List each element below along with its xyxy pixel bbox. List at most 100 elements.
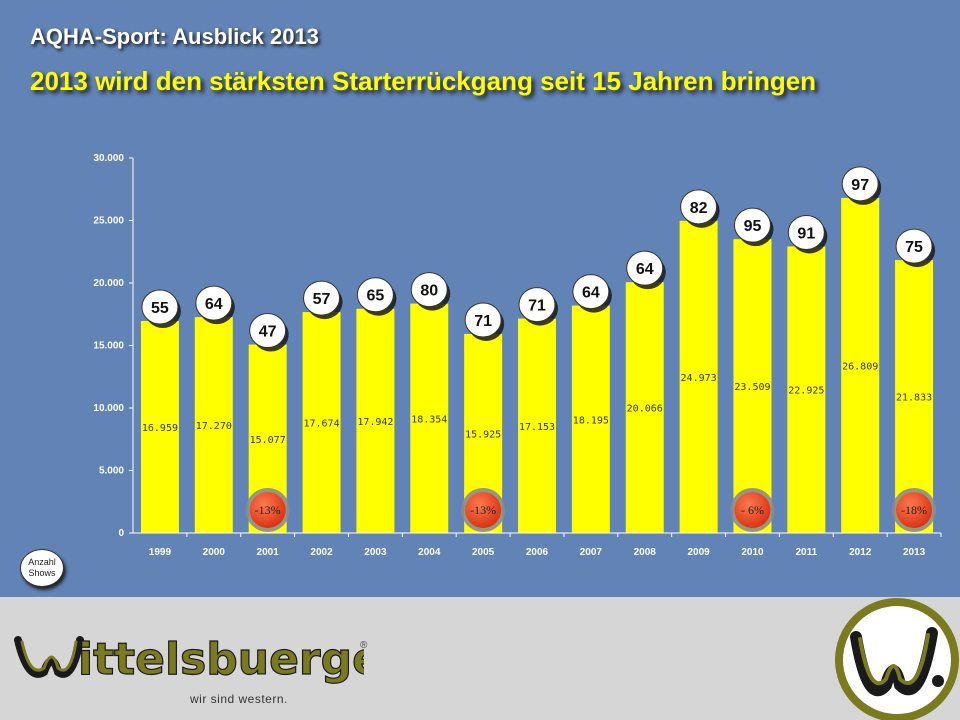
bar-chart: 0 5.000 10.000 15.000 20.000 25.000 30.000 16.… (93, 153, 942, 558)
y-tick-label: 15.000 (93, 341, 124, 352)
show-badge-label: 97 (851, 177, 869, 194)
registered-mark: ® (360, 640, 368, 651)
bar (787, 246, 826, 533)
x-tick-label: 2009 (687, 547, 710, 558)
bar (518, 318, 556, 533)
y-tick-label: 25.000 (93, 216, 124, 227)
x-tick-label: 2008 (634, 547, 657, 558)
x-tick-label: 2002 (310, 547, 333, 558)
decline-badge (896, 492, 933, 528)
bar (356, 308, 395, 533)
show-badge (572, 274, 610, 310)
show-badge (680, 189, 718, 225)
x-tick-label: 2011 (795, 547, 817, 558)
show-badge (195, 285, 233, 321)
legend-badge: Anzahl Shows (20, 549, 64, 587)
show-badge (356, 277, 394, 313)
bar (410, 303, 449, 533)
x-tick-label: 2004 (418, 547, 441, 558)
bar-value-label: 15.925 (465, 429, 501, 440)
x-tick-label: 1999 (149, 547, 172, 558)
show-badge (303, 280, 341, 316)
bar-value-label: 21.833 (896, 393, 932, 404)
show-badge-label: 80 (420, 283, 438, 300)
decline-badge (465, 492, 502, 528)
x-tick-label: 2007 (580, 547, 603, 558)
bar-value-label: 26.809 (842, 361, 878, 372)
bar-value-label: 23.509 (734, 382, 770, 393)
bar-value-label: 17.942 (357, 417, 393, 428)
brand-tagline: wir sind western. (190, 692, 288, 706)
show-badge-label: 71 (474, 313, 492, 330)
decline-badge (249, 492, 286, 528)
bar-value-label: 18.195 (573, 415, 609, 426)
show-badge (626, 250, 664, 286)
show-badge (464, 302, 502, 338)
legend-line-1: Anzahl (28, 557, 56, 567)
bar (679, 220, 718, 533)
logo-wordmark: ittelsbuerger (78, 634, 364, 685)
y-tick-label: 20.000 (93, 278, 124, 289)
x-tick-label: 2010 (741, 547, 764, 558)
brand-logo: ittelsbuerger (14, 633, 364, 686)
show-badge (841, 166, 879, 202)
bar-value-label: 17.270 (196, 421, 232, 432)
bar-value-label: 15.077 (250, 435, 286, 446)
decline-label: -13% (255, 503, 281, 517)
bar (140, 321, 179, 533)
x-tick-label: 2013 (903, 547, 926, 558)
logo-w-accent (20, 640, 78, 672)
decline-badge (734, 492, 771, 528)
slide-title: 2013 wird den stärksten Starterrückgang … (30, 66, 817, 96)
show-badge-label: 64 (205, 296, 223, 313)
show-badge (787, 214, 825, 250)
bar-value-label: 17.674 (303, 419, 339, 430)
legend-line-2: Shows (28, 568, 56, 578)
x-tick-label: 2006 (526, 547, 549, 558)
bar-value-label: 22.925 (788, 386, 824, 397)
x-tick-label: 2001 (257, 547, 280, 558)
show-badge-label: 55 (151, 300, 169, 317)
slide-subtitle: AQHA-Sport: Ausblick 2013 (30, 24, 319, 49)
decline-label: -18% (901, 503, 927, 517)
x-tick-label: 2000 (203, 547, 226, 558)
y-tick-label: 10.000 (93, 403, 124, 414)
show-badge-label: 65 (367, 288, 385, 305)
x-tick-label: 2003 (364, 547, 387, 558)
show-badge (249, 313, 287, 349)
show-badge (518, 287, 556, 323)
bar (571, 305, 610, 533)
show-badge-label: 47 (259, 324, 277, 341)
bar (194, 317, 233, 533)
x-tick-label: 2012 (849, 547, 872, 558)
bar (625, 282, 664, 533)
show-badge-label: 75 (905, 239, 923, 256)
brand-emblem-icon (835, 598, 959, 720)
show-badge (895, 228, 933, 264)
x-tick-label: 2005 (472, 547, 495, 558)
footer-band (0, 597, 960, 720)
show-badge-label: 71 (528, 298, 546, 315)
logo-w-mark (14, 636, 84, 678)
bar-value-label: 18.354 (411, 414, 447, 425)
bar-value-label: 24.973 (681, 373, 717, 384)
y-tick-label: 30.000 (93, 153, 124, 164)
show-badge-label: 91 (797, 225, 815, 242)
bar (733, 239, 772, 533)
show-badge-label: 64 (636, 261, 654, 278)
bar-value-label: 20.066 (627, 404, 663, 415)
bar (841, 197, 880, 533)
show-badge (141, 289, 179, 325)
show-badge (733, 207, 771, 243)
bar-value-label: 16.959 (142, 423, 178, 434)
bar (895, 260, 934, 533)
show-badge-label: 57 (313, 291, 331, 308)
show-badge (410, 272, 448, 308)
bar-value-label: 17.153 (519, 422, 555, 433)
y-tick-label: 0 (118, 528, 124, 539)
decline-label: - 6% (741, 503, 764, 517)
decline-label: -13% (470, 503, 496, 517)
show-badge-label: 64 (582, 285, 600, 302)
show-badge-label: 95 (744, 218, 762, 235)
show-badge-label: 82 (690, 200, 708, 217)
